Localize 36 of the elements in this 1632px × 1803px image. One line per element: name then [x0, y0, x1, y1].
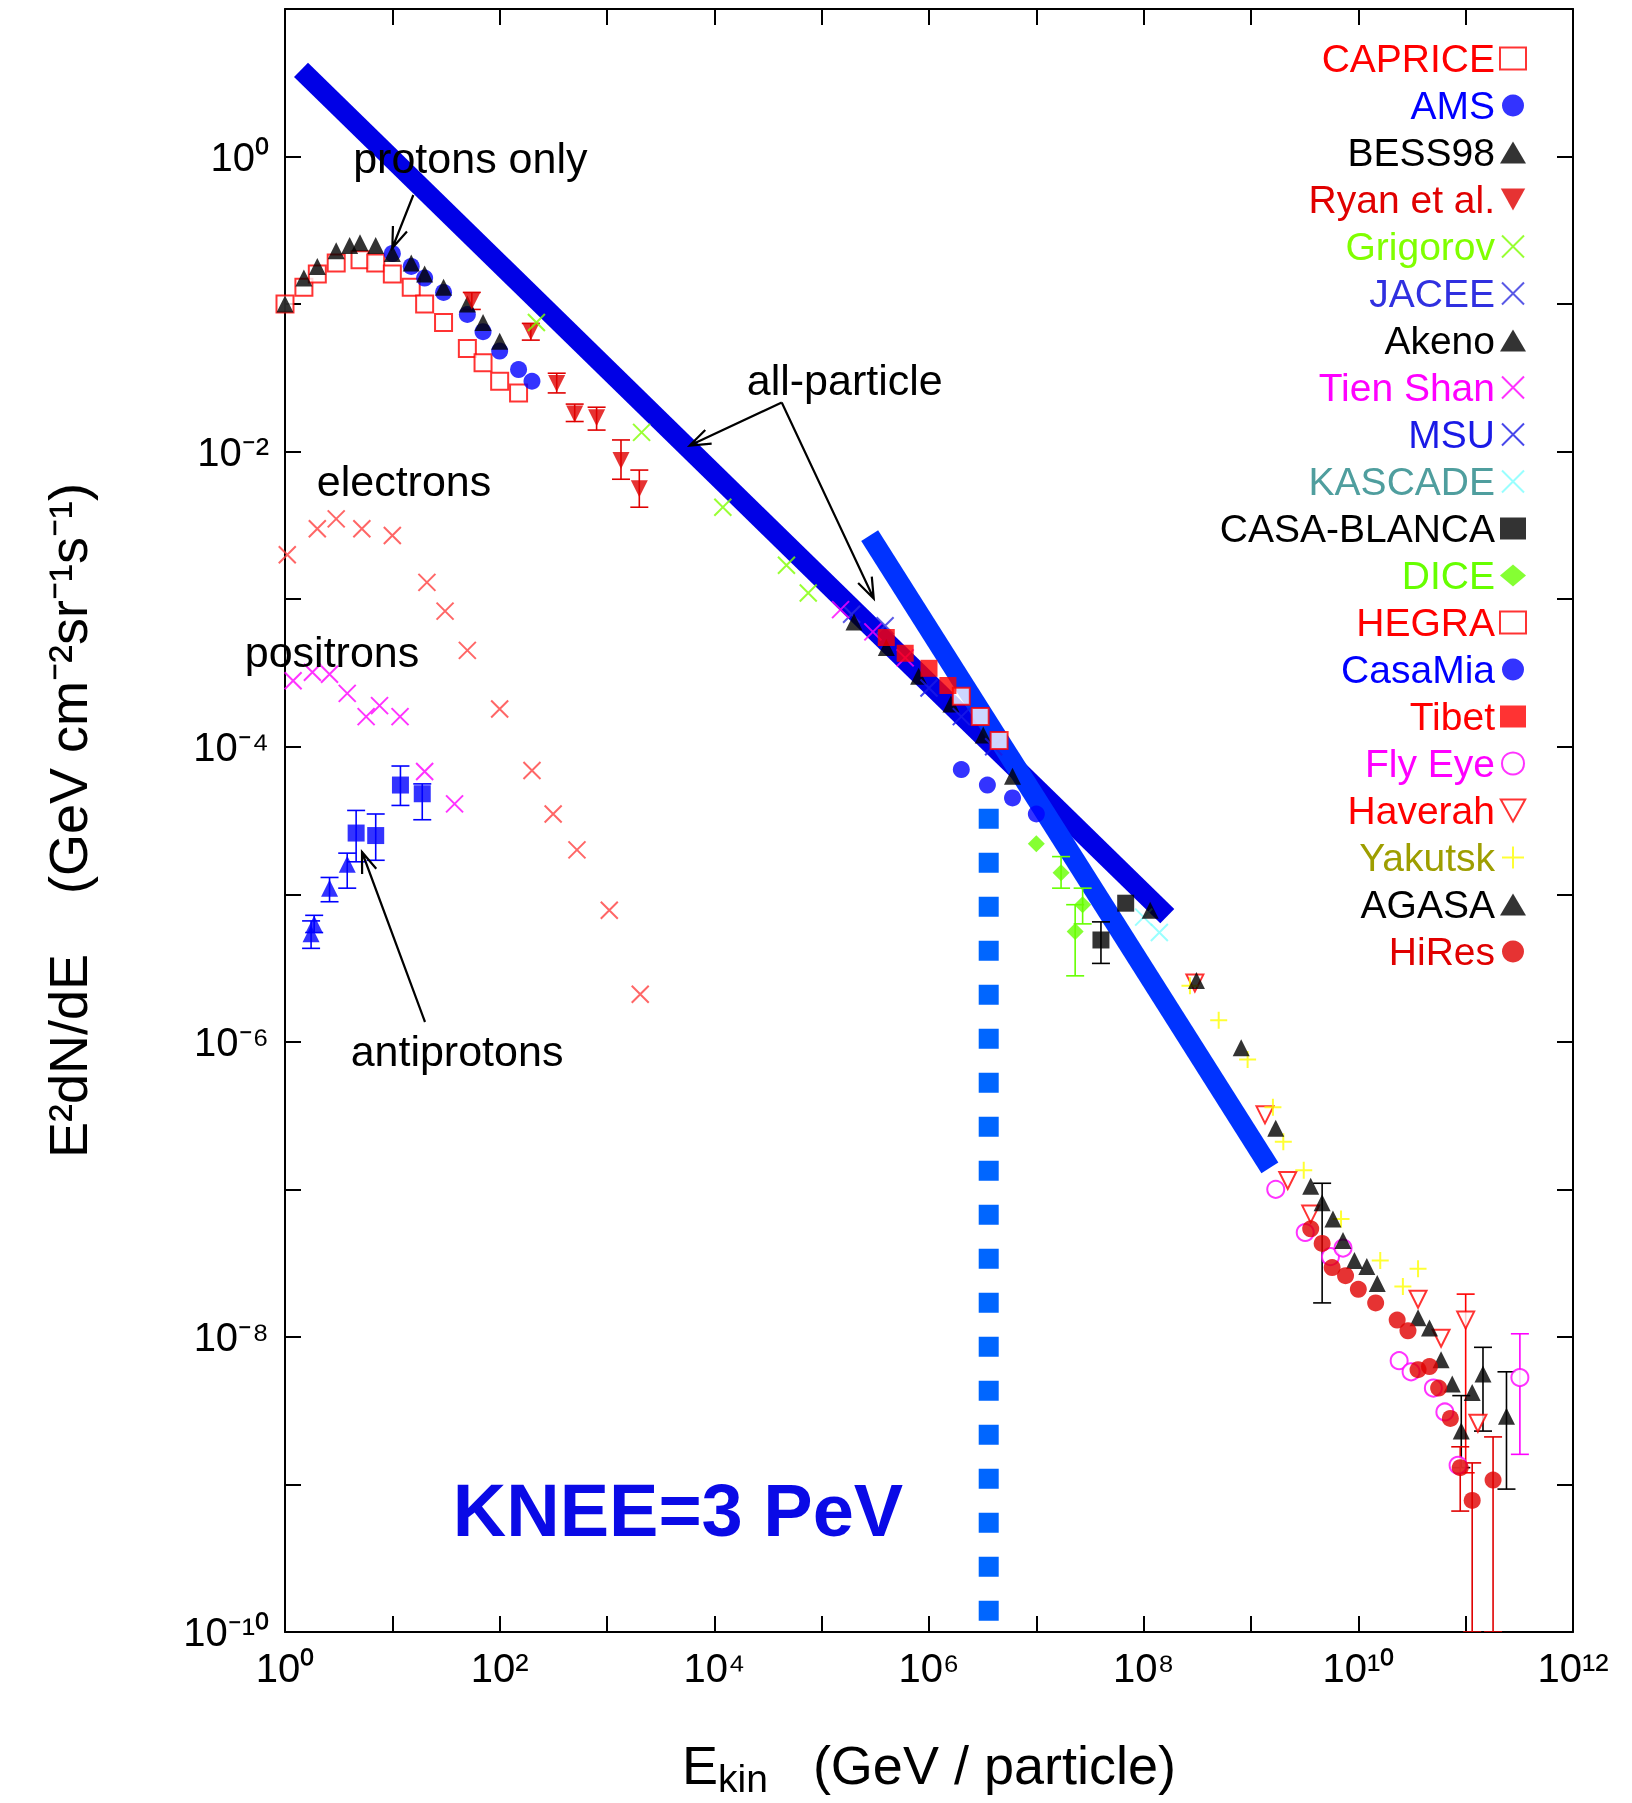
legend-label: CASA-BLANCA: [1219, 507, 1495, 550]
legend-label: Grigorov: [1345, 225, 1496, 268]
y-tick-label: 10⁰: [210, 134, 269, 179]
legend-label: AGASA: [1360, 883, 1495, 926]
annotation: electrons: [316, 457, 492, 505]
legend-label: Akeno: [1384, 319, 1495, 362]
y-tick-label: 10⁻⁸: [193, 1314, 269, 1359]
legend-label: MSU: [1408, 413, 1495, 456]
legend-label: AMS: [1410, 84, 1495, 127]
legend-label: KASCADE: [1308, 460, 1495, 503]
legend-label: HEGRA: [1356, 601, 1495, 644]
x-tick-label: 10¹⁰: [1322, 1646, 1395, 1690]
legend-label: HiRes: [1388, 930, 1495, 973]
legend-label: Fly Eye: [1364, 742, 1495, 785]
legend-label: Tien Shan: [1318, 366, 1495, 409]
legend-label: BESS98: [1347, 131, 1495, 174]
legend-label: CAPRICE: [1321, 37, 1495, 80]
legend-label: Tibet: [1409, 695, 1496, 738]
annotation: antiprotons: [350, 1027, 564, 1075]
y-axis-title: E²dN/dE (GeV cm⁻²sr⁻¹s⁻¹): [38, 482, 98, 1159]
legend-label: DICE: [1401, 554, 1495, 597]
x-tick-label: 10¹²: [1537, 1646, 1609, 1690]
x-tick-label: 10²: [470, 1646, 529, 1690]
x-tick-label: 10⁸: [1112, 1646, 1175, 1690]
x-tick-label: 10⁶: [898, 1646, 960, 1690]
y-tick-label: 10⁻²: [197, 429, 269, 474]
legend-label: JACEE: [1369, 272, 1495, 315]
legend-label: Ryan et al.: [1308, 178, 1495, 221]
y-tick-label: 10⁻⁴: [193, 724, 269, 769]
annotation: all-particle: [746, 355, 943, 404]
legend-label: Haverah: [1347, 789, 1495, 832]
legend-label: CasaMia: [1341, 648, 1496, 691]
x-tick-label: 10⁴: [683, 1646, 746, 1690]
legend-label: Yakutsk: [1359, 836, 1496, 879]
y-tick-label: 10⁻⁶: [194, 1019, 269, 1064]
annotation: KNEE=3 PeV: [452, 1468, 904, 1552]
